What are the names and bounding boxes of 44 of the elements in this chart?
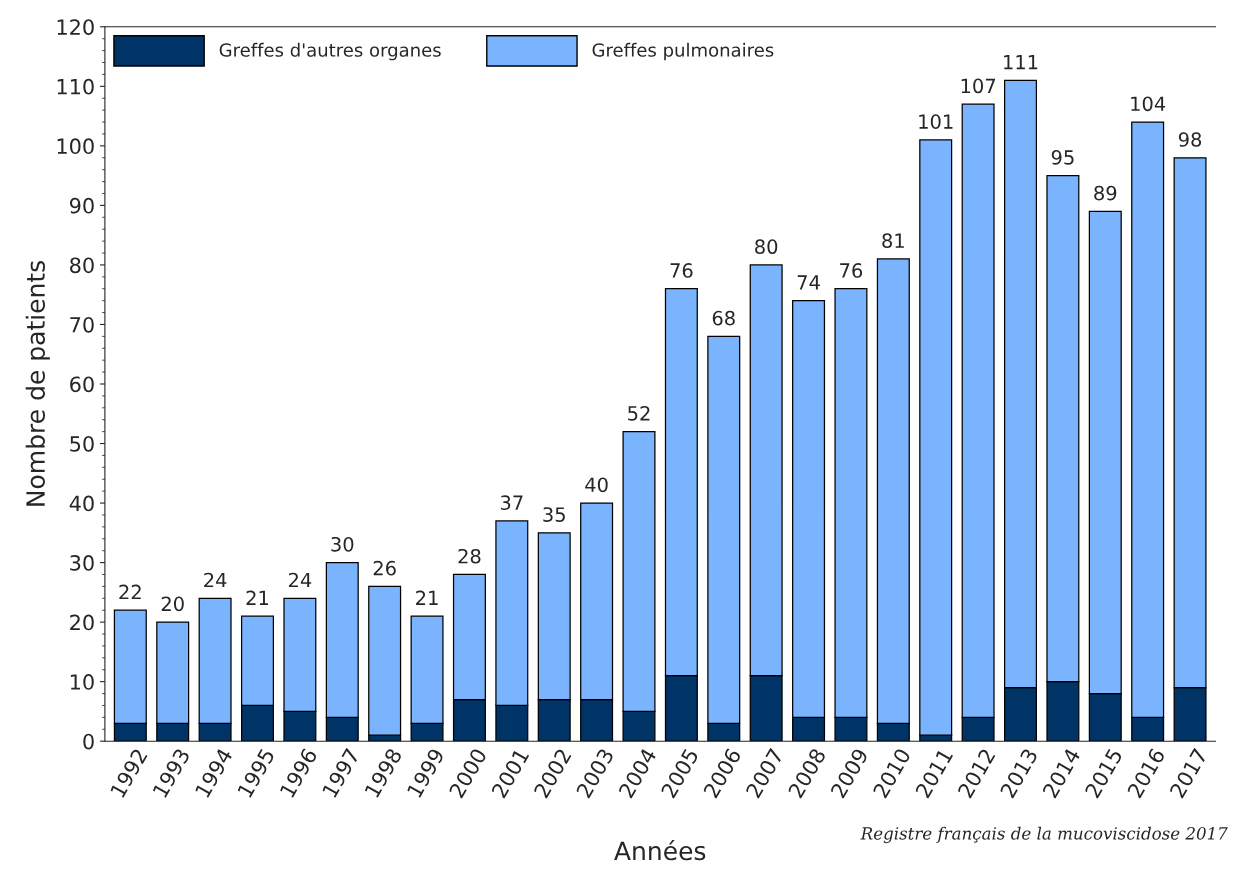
- total-label: 21: [246, 590, 269, 605]
- y-tick-label: 120: [57, 19, 94, 35]
- y-tick-label: 50: [70, 435, 94, 452]
- y-tick-label: 100: [57, 138, 94, 155]
- total-label: 26: [373, 560, 396, 576]
- y-axis-title: Nombre de patients: [25, 260, 50, 506]
- total-label: 24: [288, 572, 312, 588]
- y-tick-label: 80: [70, 257, 94, 274]
- total-label: 74: [797, 275, 820, 290]
- y-tick-label: 90: [69, 197, 94, 214]
- total-label: 40: [585, 477, 608, 493]
- total-label: 107: [961, 78, 995, 94]
- total-label: 30: [331, 536, 354, 552]
- total-label: 89: [1094, 185, 1117, 201]
- y-tick-label: 60: [70, 376, 94, 393]
- total-label: 76: [840, 263, 863, 278]
- total-label: 80: [755, 239, 778, 255]
- x-axis-title: Années: [614, 839, 706, 861]
- y-tick-label: 0: [83, 733, 94, 750]
- y-tick-label: 10: [70, 674, 94, 690]
- total-label: 76: [670, 263, 693, 278]
- total-label: 28: [458, 548, 481, 564]
- total-label: 104: [1131, 96, 1166, 112]
- y-tick-label: 30: [70, 555, 94, 571]
- total-label: 98: [1178, 132, 1202, 147]
- total-label: 81: [882, 233, 904, 249]
- total-label: 22: [119, 584, 141, 600]
- y-tick-label: 110: [57, 78, 94, 95]
- y-tick-label: 40: [69, 495, 94, 512]
- total-label: 24: [204, 572, 227, 588]
- total-label: 52: [628, 406, 650, 421]
- y-tick-label: 70: [70, 316, 94, 333]
- total-label: 37: [500, 495, 523, 511]
- y-tick-label: 20: [70, 614, 94, 631]
- total-label: 35: [543, 507, 565, 522]
- total-label: 111: [1004, 55, 1038, 70]
- total-label: 21: [416, 590, 438, 605]
- total-label: 95: [1051, 150, 1074, 165]
- total-label: 20: [161, 596, 184, 612]
- total-label: 101: [919, 114, 953, 129]
- legend-label: Greffes d'autres organes: [219, 42, 441, 61]
- legend-label: Greffes pulmonaires: [592, 42, 774, 61]
- text: Registre français de la mucoviscidose 2017: [860, 826, 1228, 844]
- total-label: 68: [712, 310, 735, 326]
